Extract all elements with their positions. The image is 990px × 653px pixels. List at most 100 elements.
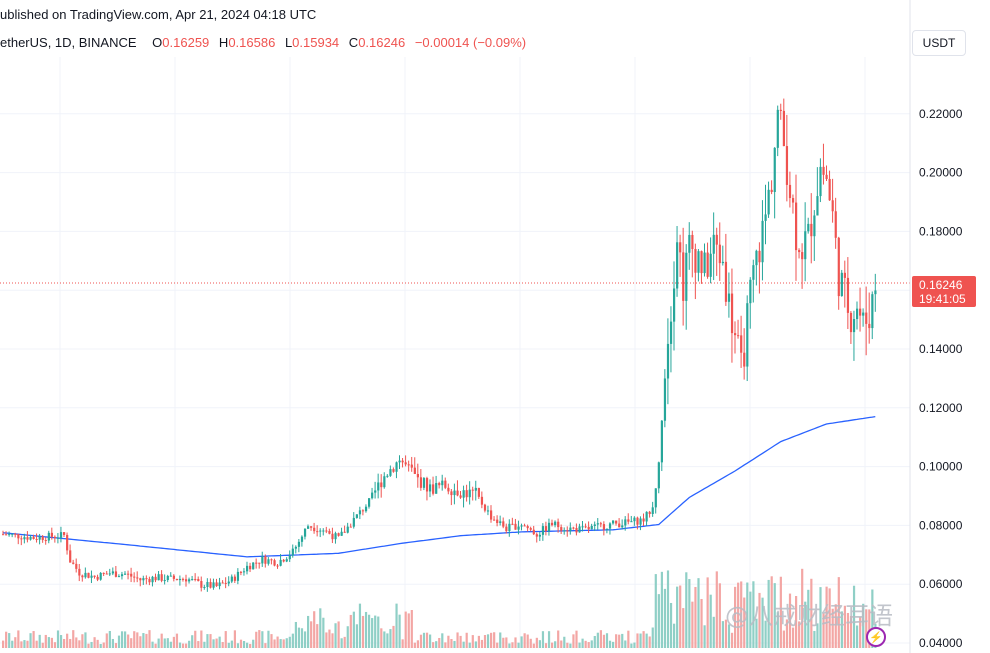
candle-body (145, 578, 148, 580)
open-value: 0.16259 (162, 35, 210, 50)
candle-body (639, 518, 642, 525)
volume-bar (255, 631, 258, 648)
candle-body (441, 480, 444, 486)
lightning-icon[interactable]: ⚡ (866, 627, 886, 647)
currency-unit-button[interactable]: USDT (912, 30, 966, 56)
candle-body (87, 572, 90, 578)
volume-bar (502, 637, 505, 648)
candle-body (377, 482, 380, 491)
candle-body (337, 533, 340, 536)
candle-body (456, 490, 459, 496)
volume-bar (258, 630, 261, 648)
candle-body (493, 519, 496, 521)
volume-bar (743, 597, 746, 648)
candle-body (63, 532, 66, 535)
candle-body (270, 559, 273, 561)
last-price-label: 0.16246 19:41:05 (912, 276, 976, 307)
volume-bar (96, 639, 99, 648)
symbol-label: etherUS, 1D, BINANCE (0, 35, 137, 50)
candle-body (502, 521, 505, 527)
candle-body (53, 536, 57, 539)
volume-bar (605, 633, 609, 648)
candle-body (160, 574, 163, 581)
volume-bar (368, 614, 371, 648)
candle-body (532, 529, 535, 535)
candle-body (529, 528, 532, 530)
volume-bar (709, 594, 712, 648)
volume-bar (645, 633, 648, 648)
volume-bar (200, 630, 203, 648)
candle-body (340, 531, 343, 536)
volume-bar (246, 642, 249, 648)
volume-bar (669, 602, 673, 648)
candle-body (788, 184, 792, 199)
volume-bar (139, 636, 142, 648)
volume-bar (72, 630, 75, 648)
volume-bar (663, 588, 667, 648)
volume-bar (782, 630, 785, 648)
candle-body (651, 507, 654, 515)
volume-bar (218, 636, 221, 648)
volume-bar (679, 585, 682, 648)
volume-bar (81, 634, 84, 648)
volume-bar (26, 640, 29, 648)
candle-body (593, 524, 596, 526)
volume-bar (75, 637, 78, 648)
candle-body (288, 555, 291, 560)
candle-body (14, 533, 17, 535)
candle-body (84, 572, 87, 578)
volume-bar (56, 630, 60, 648)
volume-bar (587, 642, 590, 648)
candle-body (764, 214, 767, 221)
volume-bar (666, 570, 670, 648)
volume-bar (361, 615, 365, 648)
y-tick-label: 0.04000 (919, 636, 963, 650)
y-tick-label: 0.06000 (919, 577, 963, 591)
candle-body (761, 220, 764, 263)
volume-bar (5, 631, 8, 648)
candle-body (816, 196, 819, 216)
candle-body (685, 252, 688, 301)
candle-body (352, 517, 355, 527)
candle-body (66, 534, 69, 551)
candle-body (438, 483, 441, 486)
volume-bar (654, 574, 657, 648)
volume-bar (398, 614, 401, 648)
volume-bar (773, 583, 776, 648)
candle-body (773, 147, 776, 193)
candle-body (676, 242, 679, 289)
candle-body (209, 582, 212, 588)
candle-body (413, 467, 416, 474)
volume-bar (322, 617, 325, 648)
volume-bar (307, 615, 310, 648)
candle-body (47, 532, 50, 541)
volume-bar (276, 636, 279, 648)
candle-body (108, 573, 111, 575)
volume-bar (383, 631, 386, 648)
candle-body (575, 528, 578, 533)
volume-bar (325, 632, 328, 648)
candle-body (846, 277, 850, 313)
candle-body (462, 490, 465, 498)
high-value: 0.16586 (228, 35, 276, 50)
candle-body (837, 237, 840, 297)
volume-bar (78, 640, 81, 648)
candle-body (215, 582, 218, 587)
volume-bar (282, 639, 285, 648)
candle-body (496, 519, 499, 523)
candle-body (856, 308, 859, 319)
volume-bar (569, 643, 572, 648)
volume-bar (517, 642, 520, 648)
volume-bar (785, 619, 789, 648)
candle-body (727, 293, 731, 302)
candle-body (526, 526, 529, 529)
volume-bar (825, 586, 828, 648)
y-tick-label: 0.18000 (919, 224, 963, 238)
candle-body (78, 568, 81, 576)
volume-bar (178, 642, 182, 648)
volume-bar (505, 637, 508, 648)
close-value: 0.16246 (358, 35, 406, 50)
volume-bar (718, 583, 721, 648)
candle-body (218, 582, 221, 587)
